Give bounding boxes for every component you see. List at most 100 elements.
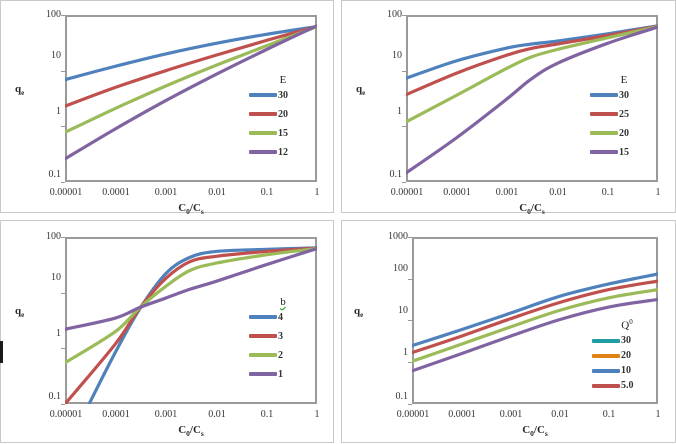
y-tick-mark (61, 126, 65, 127)
x-tick-label: 0.00001 (49, 409, 83, 420)
legend-item[interactable]: 4 (249, 310, 317, 324)
legend-item[interactable]: 20 (592, 349, 662, 363)
x-axis-label: C0/Cs (406, 202, 658, 216)
legend-item[interactable]: 15 (249, 126, 317, 140)
panel-bottom-right: 1000 100 10 1 0.1 qe 0.00001 0.0001 0.00… (341, 220, 676, 443)
y-axis-label-text: q (15, 305, 22, 317)
series-line (65, 246, 317, 365)
legend-swatch-icon (590, 131, 618, 135)
x-tick-label: 0.1 (260, 187, 274, 198)
y-tick-mark (61, 182, 65, 183)
x-tick-label: 0.001 (499, 409, 523, 420)
x-tick-label: 1 (655, 187, 661, 198)
panel-top-left: 100 10 1 0.1 qe 0.00001 0.0001 0.001 0.0… (0, 0, 334, 217)
panel-bottom-left: 100 10 1 0.1 qe 0.00001 0.0001 0.001 0.0… (0, 220, 334, 443)
y-tick-label: 100 (387, 9, 402, 20)
y-tick-label: 0.1 (48, 169, 62, 180)
plot-area-bottom-left (65, 237, 317, 404)
legend-item[interactable]: 25 (590, 107, 658, 121)
y-tick-label: 1 (403, 347, 408, 358)
y-tick-label: 1 (56, 328, 61, 339)
legend-label: 30 (621, 335, 631, 347)
scan-edge-mark (0, 341, 3, 363)
x-tick-label: 0.001 (154, 187, 178, 198)
legend-item[interactable]: 10 (592, 364, 662, 378)
y-axis-label-sub: e (362, 89, 366, 98)
legend-title: E (620, 74, 628, 86)
x-tick-label: 0.00001 (49, 187, 83, 198)
y-tick-mark (408, 404, 412, 405)
x-tick-label: 0.1 (260, 409, 274, 420)
legend-swatch-icon (249, 131, 277, 135)
x-tick-label: 0.001 (495, 187, 519, 198)
legend-item[interactable]: 30 (592, 334, 662, 348)
legend-item[interactable]: 20 (590, 126, 658, 140)
legend-item[interactable]: 12 (249, 145, 317, 159)
curve-layer-bottom-left (65, 246, 317, 404)
x-tick-label: 0.00001 (390, 187, 424, 198)
legend-swatch-icon (592, 383, 620, 388)
series-line (65, 246, 317, 404)
y-axis-label-sub: e (360, 311, 364, 320)
series-line (406, 24, 658, 124)
y-tick-mark (61, 71, 65, 72)
legend-label: 15 (619, 146, 629, 158)
x-axis-label-sub0: 0 (186, 207, 190, 217)
x-axis-label-subs: s (544, 429, 548, 439)
x-axis-label-text: C (178, 424, 187, 436)
legend-label: 1 (278, 368, 283, 380)
legend-item[interactable]: 30 (249, 88, 317, 102)
x-tick-label: 1 (655, 409, 661, 420)
legend-item[interactable]: 30 (590, 88, 658, 102)
x-axis-label-text: C (519, 202, 528, 214)
x-tick-label: 0.1 (601, 187, 615, 198)
panel-top-right: 100 10 1 0.1 qe 0.00001 0.0001 0.001 0.0… (341, 0, 676, 216)
legend-item[interactable]: 5.0 (592, 379, 662, 393)
series-line (65, 24, 317, 108)
x-tick-label: 0.01 (208, 409, 226, 420)
series-line (412, 297, 658, 373)
series-line (65, 24, 317, 161)
legend-label: 10 (621, 365, 631, 377)
legend-label: 20 (621, 350, 631, 362)
y-tick-label: 100 (46, 231, 61, 242)
legend-item[interactable]: 20 (249, 107, 317, 121)
x-tick-label: 1 (314, 409, 320, 420)
legend-label: 4 (278, 311, 283, 323)
legend-label: 15 (278, 127, 288, 139)
legend-swatch-icon (249, 334, 277, 338)
y-tick-label: 10 (398, 305, 408, 316)
y-tick-mark (61, 348, 65, 349)
x-tick-label: 0.0001 (448, 409, 476, 420)
series-line (65, 246, 317, 331)
x-axis-label-sub0: 0 (530, 429, 534, 439)
x-tick-label: 0.01 (549, 187, 567, 198)
legend-swatch-icon (592, 353, 620, 358)
legend-label: 25 (619, 108, 629, 120)
x-axis-label-sub0: 0 (527, 207, 531, 217)
y-tick-label: 10 (51, 50, 61, 61)
y-tick-mark (61, 237, 65, 238)
legend-item[interactable]: 2 (249, 348, 317, 362)
legend-title: b (280, 296, 286, 308)
series-line (87, 246, 317, 404)
legend-item[interactable]: 3 (249, 329, 317, 343)
legend-swatch-icon (249, 93, 277, 97)
series-line (65, 24, 317, 82)
legend-label: 30 (278, 89, 288, 101)
legend-top-right: E 30 25 20 15 (590, 74, 658, 164)
legend-bottom-left: b 4 3 2 1 (249, 296, 317, 386)
x-axis-label-sub0: 0 (186, 429, 190, 439)
legend-item[interactable]: 15 (590, 145, 658, 159)
x-axis-label-subs: s (200, 429, 204, 439)
legend-label: 20 (619, 127, 629, 139)
x-tick-label: 0.0001 (443, 187, 471, 198)
x-axis-label-text: C (522, 424, 531, 436)
x-tick-label: 0.00001 (396, 409, 430, 420)
legend-label: 5.0 (621, 380, 634, 392)
legend-swatch-icon (249, 150, 277, 154)
legend-item[interactable]: 1 (249, 367, 317, 381)
x-tick-label: 1 (314, 187, 320, 198)
y-axis-label: qe (15, 83, 24, 97)
